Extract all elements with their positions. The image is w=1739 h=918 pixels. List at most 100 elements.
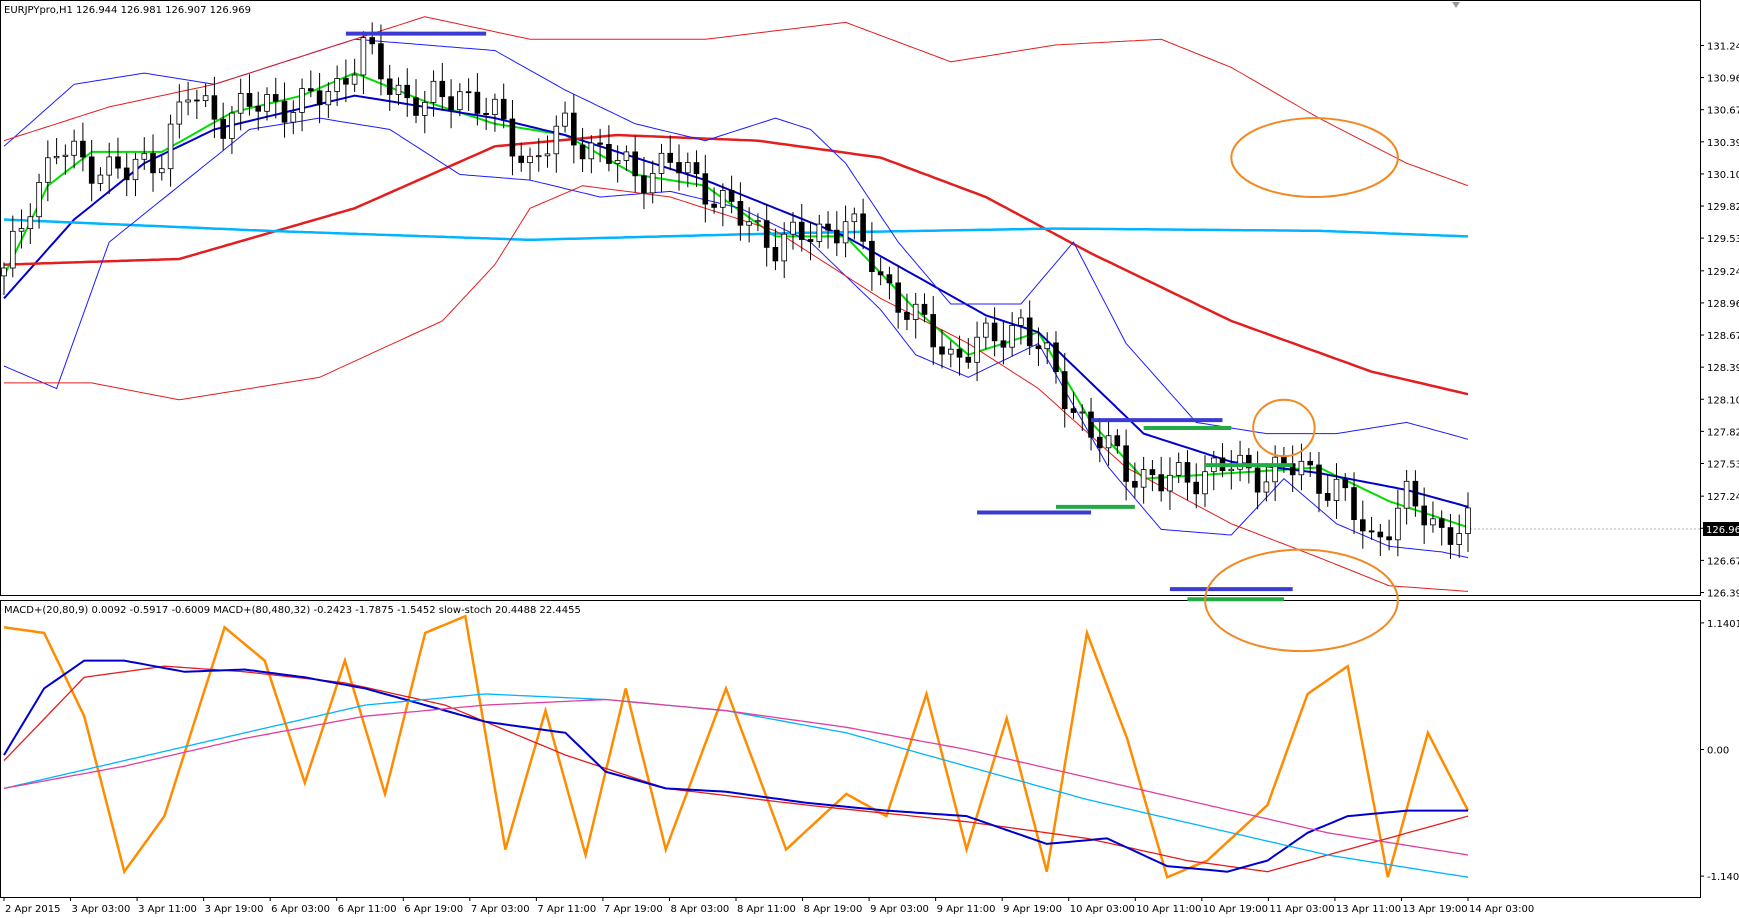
price-tick-label: 128.390 — [1707, 363, 1739, 374]
candle-body — [763, 220, 770, 248]
candle-body — [1289, 463, 1296, 476]
annotation-circle-1 — [1252, 398, 1316, 458]
candle-body — [1193, 481, 1200, 495]
candle-body — [1333, 478, 1340, 501]
candle-body — [1158, 474, 1165, 492]
price-series-line-2 — [3, 133, 1469, 396]
time-tick-label: 10 Apr 03:00 — [1070, 904, 1135, 915]
current-price-tag — [1703, 522, 1739, 536]
candle-body — [141, 152, 148, 160]
price-chart-header: EURJPYpro,H1 126.944 126.981 126.907 126… — [4, 5, 251, 16]
candle-body — [1377, 531, 1384, 538]
price-tick-label: 130.960 — [1707, 74, 1739, 85]
candle-body — [781, 233, 787, 262]
candle-body — [816, 223, 823, 242]
price-tick-label: 130.105 — [1707, 170, 1739, 181]
candle-body — [509, 118, 516, 157]
candle-body — [1149, 469, 1156, 476]
candle-body — [798, 221, 805, 240]
candle-body — [974, 336, 980, 363]
candle-body — [1140, 469, 1147, 488]
candle-body — [272, 94, 279, 102]
candle-body — [1403, 480, 1410, 509]
candle-body — [421, 102, 428, 116]
candle-body — [299, 88, 305, 113]
candle-body — [606, 143, 612, 164]
time-tick-label: 9 Apr 03:00 — [870, 904, 929, 915]
candle-body — [1368, 530, 1375, 533]
candle-body — [807, 239, 814, 242]
candle-body — [185, 99, 191, 103]
candle-body — [1053, 342, 1059, 372]
candle-body — [325, 91, 332, 106]
candle-body — [1202, 471, 1208, 495]
candle-body — [842, 221, 849, 244]
candle-body — [27, 216, 34, 229]
candle-body — [351, 74, 358, 85]
candle-body — [1307, 460, 1314, 466]
candle-body — [1342, 478, 1349, 489]
candle-body — [886, 274, 893, 284]
indicator-tick-label: 0.00 — [1707, 746, 1729, 757]
candle-body — [588, 142, 595, 160]
candle-body — [1167, 474, 1173, 492]
candle-body — [1044, 342, 1051, 350]
candle-body — [869, 240, 875, 273]
price-axis: 131.245 130.960 130.675 130.390 130.105 129.8… — [1700, 41, 1739, 599]
candle-body — [1447, 527, 1454, 545]
candle-body — [1421, 505, 1428, 526]
time-tick-label: 9 Apr 19:00 — [1003, 904, 1062, 915]
candle-body — [895, 282, 901, 313]
candle-body — [535, 155, 542, 158]
candle-body — [439, 80, 446, 98]
candle-body — [877, 271, 884, 276]
candle-body — [1237, 454, 1243, 470]
candle-body — [1228, 468, 1235, 472]
candle-body — [132, 158, 139, 181]
price-series-line-6 — [4, 185, 1469, 592]
candle-body — [1430, 518, 1436, 526]
candles-group — [1, 22, 1471, 559]
candle-body — [1097, 436, 1103, 449]
candle-body — [623, 151, 630, 161]
candle-body — [1272, 456, 1278, 483]
candle-body — [45, 157, 51, 183]
levels-group — [345, 31, 1293, 602]
time-tick-label: 14 Apr 03:00 — [1469, 904, 1534, 915]
candle-body — [693, 162, 700, 175]
candle-body — [553, 125, 560, 155]
candle-body — [544, 153, 551, 157]
candle-body — [456, 91, 463, 111]
candle-body — [1009, 324, 1015, 348]
candle-body — [904, 311, 910, 320]
candle-body — [851, 213, 858, 223]
candle-body — [343, 78, 349, 85]
price-tick-label: 128.960 — [1707, 299, 1739, 310]
candle-body — [1386, 536, 1392, 541]
indicator-series-line-4 — [3, 698, 1469, 856]
candle-body — [1018, 317, 1024, 326]
time-tick-label: 8 Apr 03:00 — [670, 904, 729, 915]
candle-body — [80, 140, 86, 158]
candle-body — [1000, 340, 1007, 348]
candle-body — [658, 152, 665, 174]
candle-body — [1254, 467, 1261, 493]
candle-body — [88, 156, 95, 184]
candle-body — [1088, 411, 1094, 438]
candle-body — [360, 37, 367, 76]
price-tick-label: 126.390 — [1707, 588, 1739, 599]
price-tick-label: 128.105 — [1707, 395, 1739, 406]
chart-shift-marker-icon[interactable] — [1452, 2, 1460, 8]
time-tick-label: 7 Apr 03:00 — [471, 904, 530, 915]
price-series-line-7 — [3, 16, 1469, 187]
candle-body — [474, 91, 481, 114]
candle-body — [527, 155, 533, 164]
price-tick-label: 129.535 — [1707, 234, 1739, 245]
time-tick-label: 6 Apr 19:00 — [404, 904, 463, 915]
candle-body — [492, 98, 498, 116]
candle-body — [1316, 464, 1322, 494]
candle-body — [167, 123, 174, 170]
candle-body — [264, 94, 270, 112]
candle-body — [255, 105, 262, 112]
